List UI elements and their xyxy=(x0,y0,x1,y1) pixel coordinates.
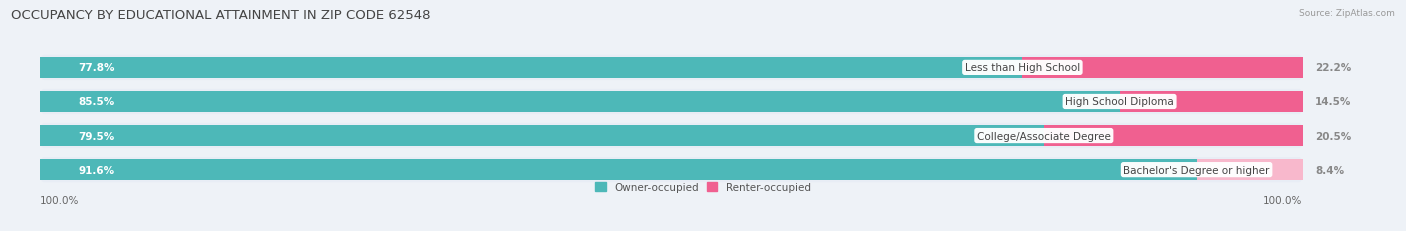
Text: 14.5%: 14.5% xyxy=(1315,97,1351,107)
FancyBboxPatch shape xyxy=(41,89,1303,115)
Text: 79.5%: 79.5% xyxy=(79,131,114,141)
FancyBboxPatch shape xyxy=(41,55,1303,81)
Text: High School Diploma: High School Diploma xyxy=(1066,97,1174,107)
FancyBboxPatch shape xyxy=(41,157,1303,182)
Bar xyxy=(41,58,1022,79)
FancyBboxPatch shape xyxy=(41,123,1303,149)
Bar xyxy=(1043,125,1302,146)
Bar xyxy=(41,125,1043,146)
Text: 100.0%: 100.0% xyxy=(41,195,80,205)
Text: OCCUPANCY BY EDUCATIONAL ATTAINMENT IN ZIP CODE 62548: OCCUPANCY BY EDUCATIONAL ATTAINMENT IN Z… xyxy=(11,9,430,22)
Text: College/Associate Degree: College/Associate Degree xyxy=(977,131,1111,141)
Text: 100.0%: 100.0% xyxy=(1263,195,1302,205)
Text: Less than High School: Less than High School xyxy=(965,63,1080,73)
Text: 77.8%: 77.8% xyxy=(79,63,115,73)
Text: 85.5%: 85.5% xyxy=(79,97,114,107)
Bar xyxy=(1119,91,1302,112)
Bar xyxy=(41,91,1119,112)
Bar xyxy=(41,159,1197,180)
Bar xyxy=(1197,159,1302,180)
Bar xyxy=(1022,58,1302,79)
Text: 8.4%: 8.4% xyxy=(1315,165,1344,175)
Text: 91.6%: 91.6% xyxy=(79,165,114,175)
Text: Source: ZipAtlas.com: Source: ZipAtlas.com xyxy=(1299,9,1395,18)
Text: 22.2%: 22.2% xyxy=(1315,63,1351,73)
Legend: Owner-occupied, Renter-occupied: Owner-occupied, Renter-occupied xyxy=(591,178,815,196)
Text: Bachelor's Degree or higher: Bachelor's Degree or higher xyxy=(1123,165,1270,175)
Text: 20.5%: 20.5% xyxy=(1315,131,1351,141)
